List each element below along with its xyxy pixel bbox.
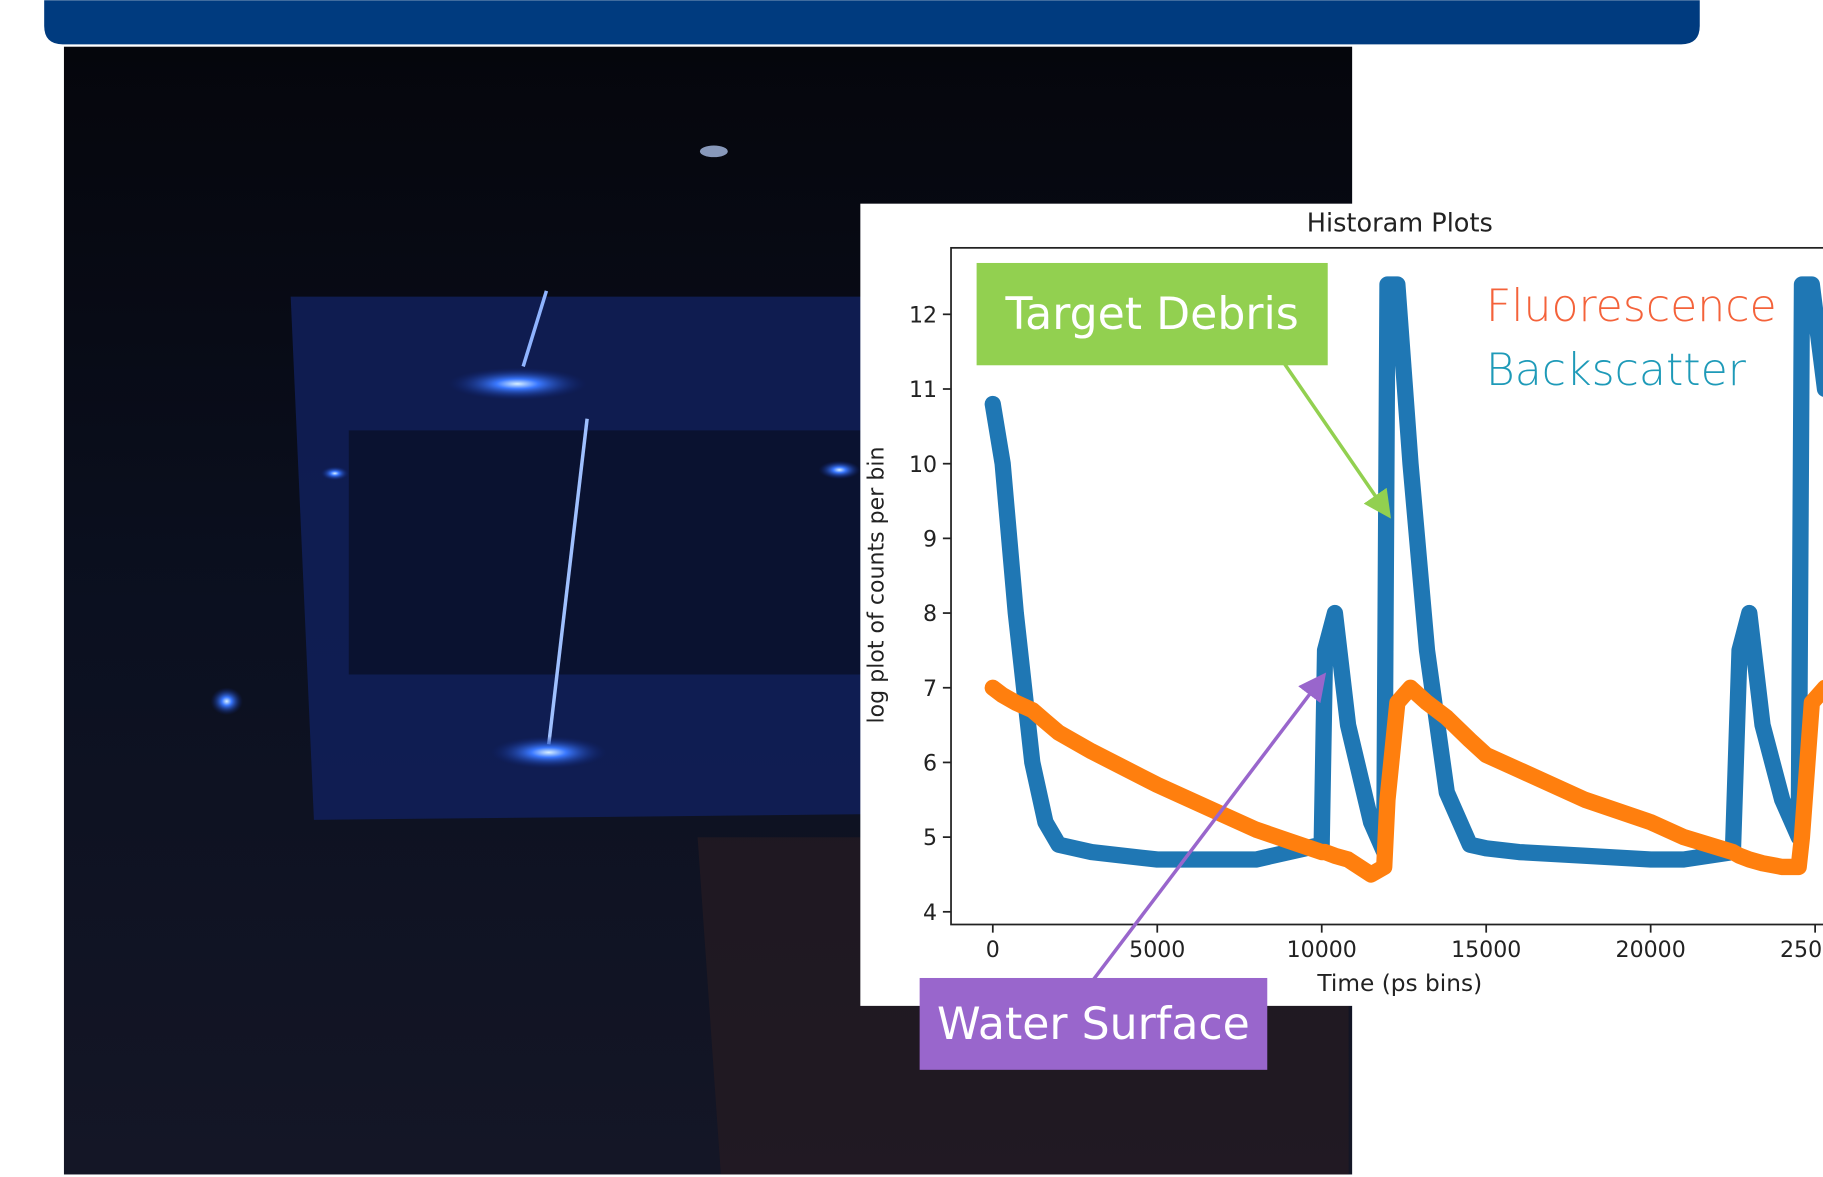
- y-tick-label: 8: [923, 602, 937, 627]
- y-axis-label: log plot of counts per bin: [865, 447, 890, 724]
- y-tick-label: 7: [923, 677, 937, 702]
- page: Historam Plots Time (ps bins) log plot o…: [0, 0, 1823, 1177]
- x-tick-label: 0: [986, 938, 1000, 963]
- y-tick-label: 9: [923, 528, 937, 553]
- slide: Historam Plots Time (ps bins) log plot o…: [0, 0, 1823, 1177]
- chart-title: Historam Plots: [1307, 209, 1493, 239]
- y-tick-label: 6: [923, 752, 937, 777]
- x-tick-label: 25000: [1780, 938, 1823, 963]
- title-banner: [44, 0, 1700, 44]
- x-axis-label: Time (ps bins): [1316, 970, 1482, 997]
- y-tick-label: 4: [923, 901, 937, 926]
- legend-entry: Backscatter: [1486, 345, 1747, 396]
- legend-entry: Fluorescence: [1486, 281, 1777, 332]
- annotation-text: Target Debris: [1005, 289, 1299, 340]
- annotation-text: Water Surface: [937, 999, 1250, 1050]
- y-tick-label: 12: [909, 303, 937, 328]
- y-tick-label: 5: [923, 826, 937, 851]
- x-tick-label: 10000: [1287, 938, 1357, 963]
- y-tick-label: 11: [909, 378, 937, 403]
- x-tick-label: 5000: [1129, 938, 1185, 963]
- x-tick-label: 15000: [1451, 938, 1521, 963]
- y-tick-label: 10: [909, 453, 937, 478]
- x-tick-label: 20000: [1616, 938, 1686, 963]
